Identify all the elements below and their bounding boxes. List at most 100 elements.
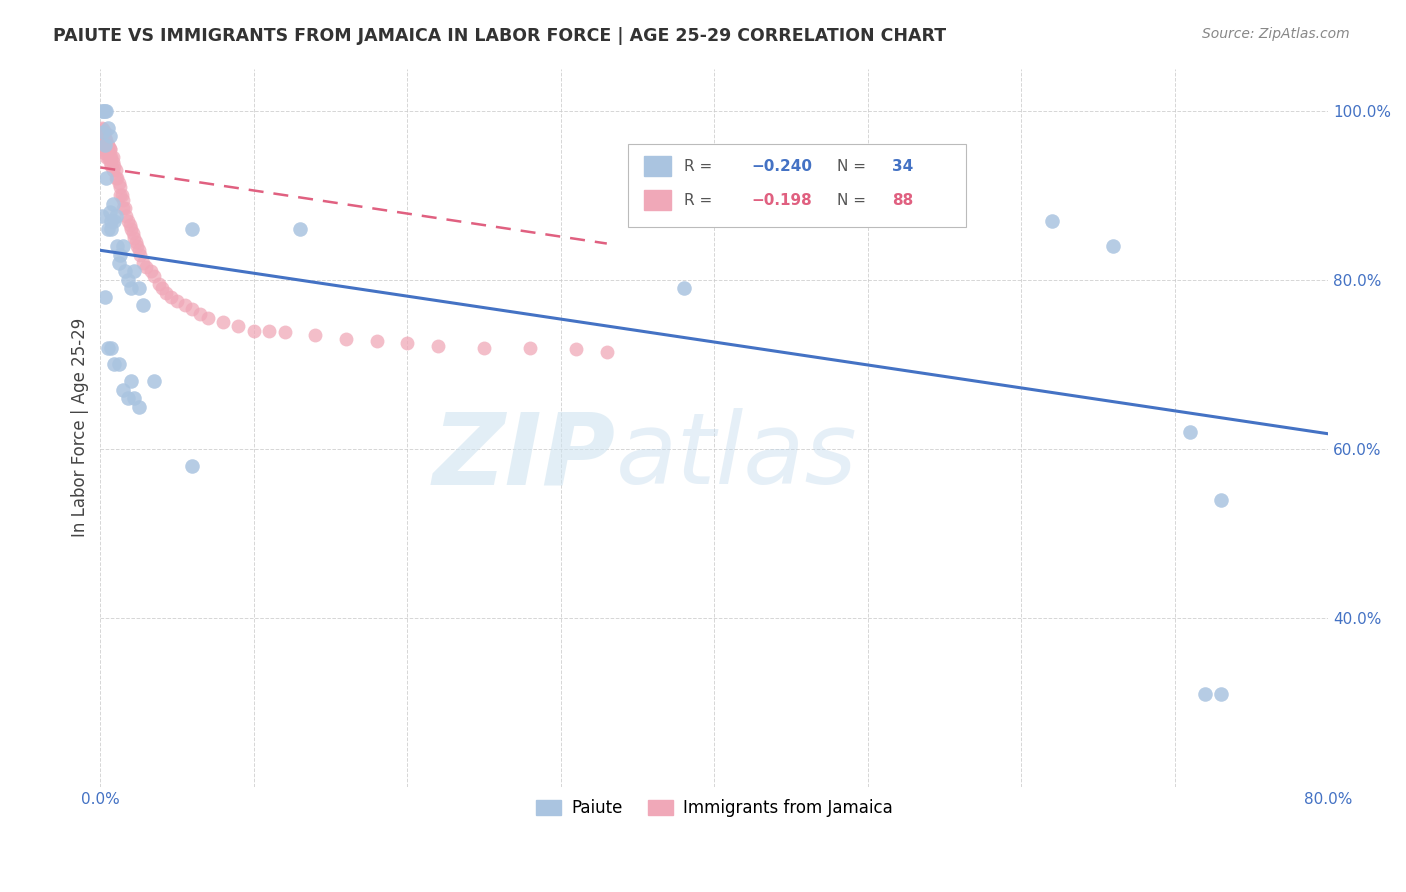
Point	[173, 298, 195, 312]
Text: −0.198: −0.198	[751, 194, 811, 208]
Point	[104, 163, 127, 178]
Point	[112, 193, 135, 207]
Point	[97, 150, 120, 164]
Point	[105, 171, 128, 186]
Point	[110, 180, 132, 194]
Point	[100, 159, 122, 173]
Point	[181, 302, 204, 317]
Point	[114, 201, 136, 215]
Point	[93, 122, 115, 136]
Point	[93, 137, 115, 152]
Point	[1040, 213, 1063, 227]
Text: R =: R =	[683, 160, 717, 175]
Point	[166, 293, 188, 308]
Point	[107, 358, 129, 372]
Point	[188, 307, 211, 321]
Point	[96, 137, 118, 152]
Point	[90, 125, 112, 139]
Point	[150, 281, 173, 295]
Point	[1209, 492, 1232, 507]
Point	[100, 150, 122, 164]
Point	[273, 326, 295, 340]
Point	[110, 188, 132, 202]
Point	[132, 298, 155, 312]
Point	[101, 196, 124, 211]
Point	[97, 120, 120, 135]
Point	[155, 285, 177, 300]
Point	[93, 142, 115, 156]
Point	[100, 341, 122, 355]
Point	[127, 239, 149, 253]
Point	[128, 244, 150, 258]
Text: 34: 34	[893, 160, 914, 175]
Point	[104, 210, 127, 224]
Point	[97, 137, 120, 152]
Point	[257, 324, 280, 338]
Point	[143, 375, 166, 389]
Point	[90, 210, 112, 224]
Point	[94, 125, 117, 139]
Point	[94, 137, 117, 152]
Text: 88: 88	[893, 194, 914, 208]
Point	[135, 260, 157, 275]
Point	[117, 213, 139, 227]
Point	[304, 327, 326, 342]
Point	[129, 247, 152, 261]
Point	[93, 142, 115, 156]
Point	[181, 458, 204, 473]
Point	[197, 310, 219, 325]
Point	[1209, 687, 1232, 701]
Point	[111, 188, 134, 202]
Point	[94, 137, 117, 152]
FancyBboxPatch shape	[644, 156, 671, 177]
Point	[112, 383, 135, 397]
Point	[98, 142, 121, 156]
Point	[93, 125, 115, 139]
Point	[596, 344, 619, 359]
Point	[110, 247, 132, 261]
Point	[101, 150, 124, 164]
Point	[112, 239, 135, 253]
Point	[93, 137, 115, 152]
Point	[100, 222, 122, 236]
Point	[97, 142, 120, 156]
Point	[93, 103, 115, 118]
Point	[94, 290, 117, 304]
Point	[122, 264, 145, 278]
Point	[396, 336, 419, 351]
Point	[335, 332, 357, 346]
Point	[90, 137, 112, 152]
Point	[97, 341, 120, 355]
FancyBboxPatch shape	[628, 144, 966, 227]
Point	[94, 142, 117, 156]
Point	[98, 142, 121, 156]
Point	[121, 227, 143, 241]
Point	[366, 334, 388, 348]
Point	[94, 146, 117, 161]
Point	[228, 319, 250, 334]
Point	[94, 103, 117, 118]
Point	[132, 256, 155, 270]
Point	[117, 391, 139, 405]
Point	[1194, 687, 1216, 701]
Text: −0.240: −0.240	[751, 160, 813, 175]
Point	[98, 129, 121, 144]
Point	[212, 315, 235, 329]
Legend: Paiute, Immigrants from Jamaica: Paiute, Immigrants from Jamaica	[527, 791, 901, 826]
Point	[139, 264, 162, 278]
Point	[103, 358, 125, 372]
Point	[107, 256, 129, 270]
Point	[117, 273, 139, 287]
Point	[672, 281, 695, 295]
Point	[90, 137, 112, 152]
Point	[122, 230, 145, 244]
Point	[1178, 425, 1201, 439]
FancyBboxPatch shape	[644, 189, 671, 211]
Point	[98, 154, 121, 169]
Point	[97, 222, 120, 236]
Point	[103, 159, 125, 173]
Point	[114, 264, 136, 278]
Point	[96, 142, 118, 156]
Point	[565, 342, 588, 356]
Point	[100, 213, 122, 227]
